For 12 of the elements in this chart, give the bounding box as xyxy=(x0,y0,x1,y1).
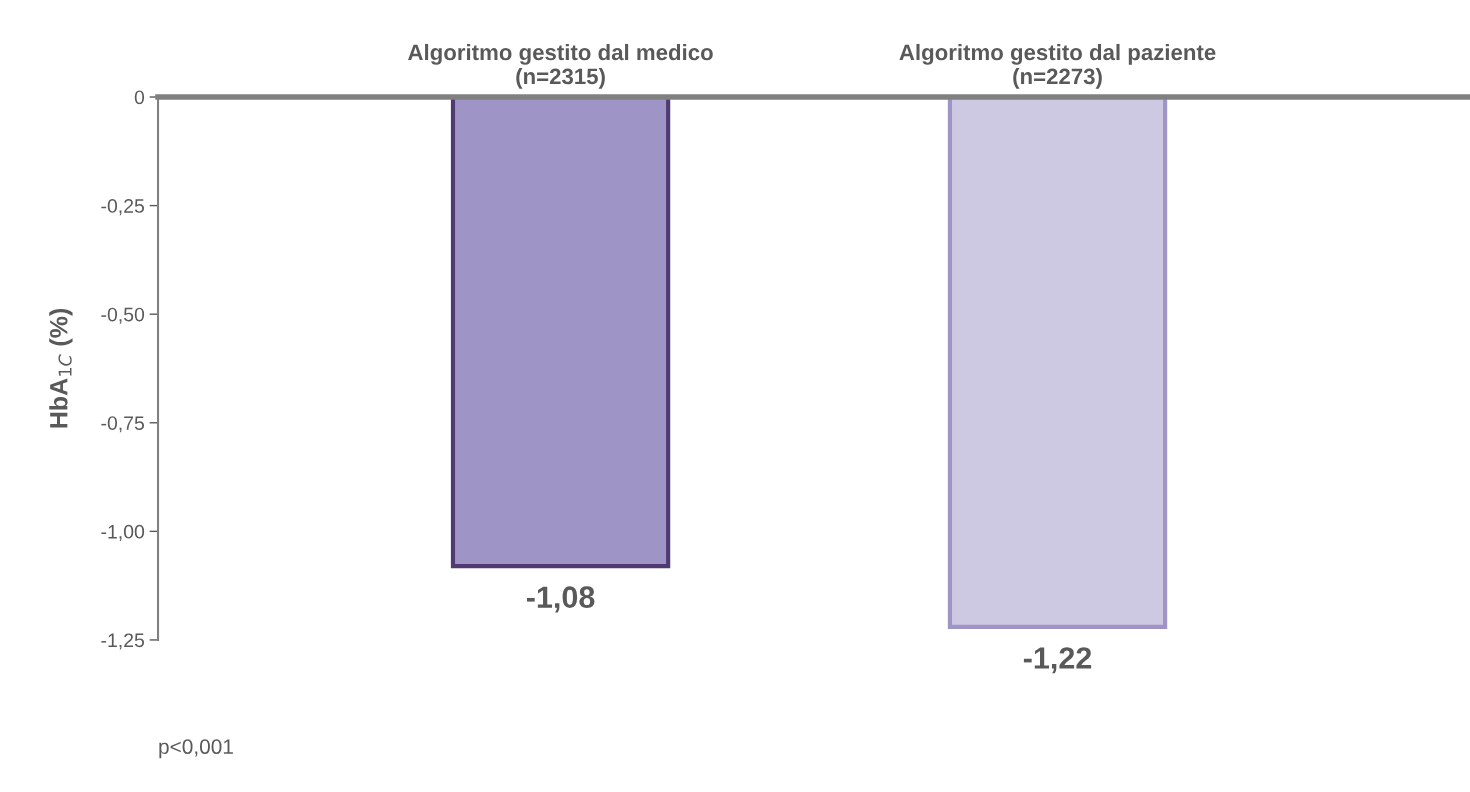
y-tick-label: -1,00 xyxy=(101,524,145,541)
y-tick-label: 0 xyxy=(134,90,145,105)
y-axis-title: HbA$_{1C}$ (%) xyxy=(49,308,73,428)
text: p<0,001 xyxy=(159,739,233,759)
data-label: -1,08 xyxy=(526,586,595,613)
x-tick-label: Algoritmo gestito dal medico (n=2315) xyxy=(408,43,713,89)
x-tick-label: Algoritmo gestito dal paziente (n=2273) xyxy=(899,43,1216,89)
y-tick-label: -0,75 xyxy=(101,416,145,433)
y-tick-label: -0,25 xyxy=(101,199,145,216)
y-tick-label: -0,50 xyxy=(101,307,145,324)
data-label: -1,22 xyxy=(1023,647,1092,674)
y-tick-label: -1,25 xyxy=(101,633,145,650)
